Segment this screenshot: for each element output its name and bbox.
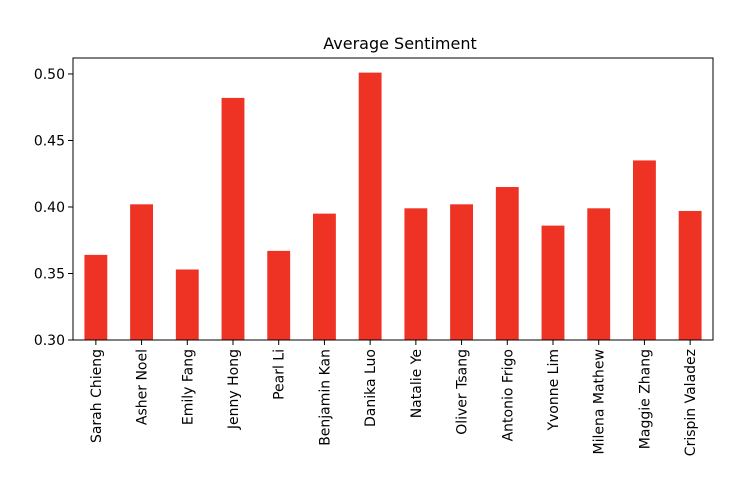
y-tick-label: 0.40 (34, 200, 65, 216)
bar-yvonne-lim (541, 225, 565, 340)
bar-jenny-hong (221, 97, 245, 340)
x-tick-label: Antonio Frigo (500, 349, 516, 441)
chart-title: Average Sentiment (323, 34, 477, 53)
bar-emily-fang (175, 269, 199, 340)
x-tick-label: Maggie Zhang (637, 349, 653, 449)
x-tick-label: Yvonne Lim (546, 349, 562, 432)
bar-oliver-tsang (450, 204, 473, 340)
x-tick-label: Crispin Valadez (683, 349, 699, 456)
x-tick-label: Asher Noel (135, 349, 151, 425)
bar-benjamin-kan (313, 213, 336, 340)
y-tick-label: 0.45 (34, 133, 65, 149)
y-tick-label: 0.50 (34, 67, 65, 83)
bar-antonio-frigo (495, 187, 519, 340)
bar-sarah-chieng (84, 254, 108, 340)
bars-layer (84, 72, 702, 340)
bar-natalie-ye (404, 208, 428, 340)
bar-milena-mathew (587, 208, 611, 340)
bar-danika-luo (358, 72, 382, 340)
axes-layer: 0.30 0.35 0.40 0.45 0.50 Sarah Chieng Asher No… (34, 57, 714, 456)
bar-crispin-valadez (678, 210, 702, 340)
x-tick-label: Sarah Chieng (89, 349, 105, 443)
y-tick-label: 0.35 (34, 266, 65, 282)
x-tick-label: Benjamin Kan (317, 349, 333, 446)
x-tick-label: Pearl Li (272, 349, 288, 400)
bar-maggie-zhang (633, 160, 656, 340)
y-tick-label: 0.30 (34, 333, 65, 349)
x-tick-label: Milena Mathew (592, 349, 608, 454)
plot-frame (72, 57, 714, 341)
x-tick-label: Danika Luo (363, 349, 379, 427)
x-tick-label: Jenny Hong (226, 349, 242, 430)
bar-asher-noel (130, 204, 153, 340)
x-tick-label: Natalie Ye (409, 349, 425, 418)
x-tick-label: Oliver Tsang (455, 349, 471, 435)
x-tick-label: Emily Fang (180, 349, 196, 425)
bar-pearl-li (267, 250, 291, 340)
